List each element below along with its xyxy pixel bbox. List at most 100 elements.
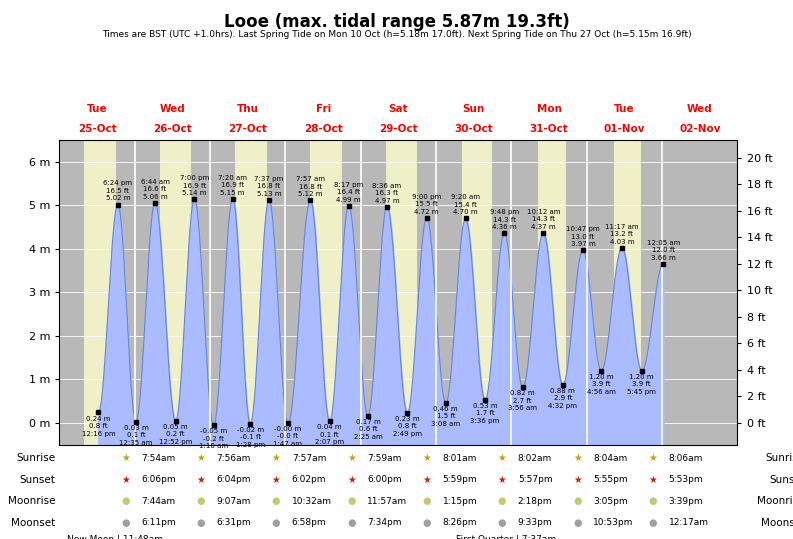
- Text: 7:20 am
16.9 ft
5.15 m: 7:20 am 16.9 ft 5.15 m: [218, 175, 247, 196]
- Text: ●: ●: [121, 496, 129, 506]
- Text: 9:20 am
15.4 ft
4.70 m: 9:20 am 15.4 ft 4.70 m: [451, 195, 480, 216]
- Text: ★: ★: [347, 475, 356, 485]
- Bar: [386, 140, 417, 445]
- Text: 6:24 pm
16.5 ft
5.02 m: 6:24 pm 16.5 ft 5.02 m: [103, 181, 132, 202]
- Text: 29-Oct: 29-Oct: [379, 123, 418, 134]
- Text: 0.23 m
0.8 ft
2:49 pm: 0.23 m 0.8 ft 2:49 pm: [393, 416, 422, 437]
- Text: 0.17 m
0.6 ft
2:25 am: 0.17 m 0.6 ft 2:25 am: [354, 419, 382, 440]
- Text: Wed: Wed: [159, 104, 186, 114]
- Text: 02-Nov: 02-Nov: [679, 123, 721, 134]
- Text: 9:33pm: 9:33pm: [518, 519, 553, 527]
- Text: Sunrise: Sunrise: [17, 453, 56, 463]
- Text: Wed: Wed: [687, 104, 713, 114]
- Text: ●: ●: [649, 496, 657, 506]
- Text: 0.24 m
0.8 ft
12:16 pm: 0.24 m 0.8 ft 12:16 pm: [82, 416, 115, 437]
- Text: 10:12 am
14.3 ft
4.37 m: 10:12 am 14.3 ft 4.37 m: [527, 209, 560, 230]
- Text: 9:48 pm
14.3 ft
4.36 m: 9:48 pm 14.3 ft 4.36 m: [490, 209, 519, 230]
- Text: 0.82 m
2.7 ft
3:56 am: 0.82 m 2.7 ft 3:56 am: [508, 390, 537, 411]
- Text: ★: ★: [573, 453, 582, 463]
- Text: ●: ●: [347, 518, 355, 528]
- Text: 6:04pm: 6:04pm: [216, 475, 251, 484]
- Text: ●: ●: [573, 496, 581, 506]
- Text: ●: ●: [649, 518, 657, 528]
- Text: ★: ★: [271, 475, 281, 485]
- Text: 11:57am: 11:57am: [367, 497, 408, 506]
- Text: 12:17am: 12:17am: [668, 519, 708, 527]
- Text: ●: ●: [498, 496, 506, 506]
- Text: Sunset: Sunset: [20, 475, 56, 485]
- Text: 6:44 am
16.6 ft
5.06 m: 6:44 am 16.6 ft 5.06 m: [140, 179, 170, 200]
- Text: 7:59am: 7:59am: [367, 454, 401, 462]
- Text: ●: ●: [423, 496, 431, 506]
- Text: 3:39pm: 3:39pm: [668, 497, 703, 506]
- Text: 0.05 m
0.2 ft
12:52 pm: 0.05 m 0.2 ft 12:52 pm: [159, 424, 193, 445]
- Text: 2:18pm: 2:18pm: [518, 497, 553, 506]
- Text: ★: ★: [497, 475, 507, 485]
- Text: 1.20 m
3.9 ft
4:56 am: 1.20 m 3.9 ft 4:56 am: [587, 374, 615, 395]
- Text: Thu: Thu: [237, 104, 259, 114]
- Text: ●: ●: [272, 518, 280, 528]
- Text: 5:57pm: 5:57pm: [518, 475, 553, 484]
- Text: 0.46 m
1.5 ft
3:08 am: 0.46 m 1.5 ft 3:08 am: [431, 406, 461, 427]
- Text: ★: ★: [271, 453, 281, 463]
- Text: ★: ★: [347, 453, 356, 463]
- Text: ●: ●: [121, 518, 129, 528]
- Text: 7:37 pm
16.8 ft
5.13 m: 7:37 pm 16.8 ft 5.13 m: [255, 176, 284, 197]
- Text: Tue: Tue: [614, 104, 635, 114]
- Text: 28-Oct: 28-Oct: [304, 123, 343, 134]
- Text: 9:07am: 9:07am: [216, 497, 251, 506]
- Text: 26-Oct: 26-Oct: [153, 123, 192, 134]
- Text: 01-Nov: 01-Nov: [603, 123, 646, 134]
- Text: ★: ★: [648, 475, 657, 485]
- Text: 12:05 am
12.0 ft
3.66 m: 12:05 am 12.0 ft 3.66 m: [647, 240, 680, 261]
- Text: 3:05pm: 3:05pm: [593, 497, 628, 506]
- Text: -0.02 m
-0.1 ft
1:28 pm: -0.02 m -0.1 ft 1:28 pm: [236, 427, 265, 448]
- Text: 7:54am: 7:54am: [141, 454, 175, 462]
- Text: 0.88 m
2.9 ft
4:32 pm: 0.88 m 2.9 ft 4:32 pm: [548, 388, 577, 409]
- Bar: [538, 140, 566, 445]
- Text: 5:59pm: 5:59pm: [442, 475, 477, 484]
- Text: ★: ★: [422, 475, 431, 485]
- Text: Looe (max. tidal range 5.87m 19.3ft): Looe (max. tidal range 5.87m 19.3ft): [224, 13, 569, 31]
- Text: 11:17 am
13.2 ft
4.03 m: 11:17 am 13.2 ft 4.03 m: [605, 224, 638, 245]
- Text: 8:36 am
16.3 ft
4.97 m: 8:36 am 16.3 ft 4.97 m: [373, 183, 401, 204]
- Text: Moonset: Moonset: [760, 518, 793, 528]
- Text: 0.03 m
0.1 ft
12:35 am: 0.03 m 0.1 ft 12:35 am: [119, 425, 152, 446]
- Text: ★: ★: [648, 453, 657, 463]
- Text: 8:01am: 8:01am: [442, 454, 477, 462]
- Text: 7:56am: 7:56am: [216, 454, 251, 462]
- Text: First Quarter | 7:37am: First Quarter | 7:37am: [456, 535, 556, 539]
- Text: 31-Oct: 31-Oct: [530, 123, 569, 134]
- Text: Sun: Sun: [462, 104, 485, 114]
- Text: 8:17 pm
16.4 ft
4.99 m: 8:17 pm 16.4 ft 4.99 m: [334, 182, 363, 203]
- Text: ★: ★: [196, 475, 205, 485]
- Text: 1.20 m
3.9 ft
5:45 pm: 1.20 m 3.9 ft 5:45 pm: [627, 374, 656, 395]
- Bar: [311, 140, 342, 445]
- Text: 10:32am: 10:32am: [292, 497, 331, 506]
- Text: 0.04 m
0.1 ft
2:07 pm: 0.04 m 0.1 ft 2:07 pm: [315, 424, 344, 445]
- Text: ★: ★: [121, 475, 130, 485]
- Text: 5:53pm: 5:53pm: [668, 475, 703, 484]
- Text: 9:00 pm
15.5 ft
4.72 m: 9:00 pm 15.5 ft 4.72 m: [412, 194, 442, 215]
- Bar: [614, 140, 642, 445]
- Text: New Moon | 11:48am: New Moon | 11:48am: [67, 535, 163, 539]
- Text: Moonset: Moonset: [11, 518, 56, 528]
- Text: ★: ★: [196, 453, 205, 463]
- Text: 10:47 pm
13.0 ft
3.97 m: 10:47 pm 13.0 ft 3.97 m: [566, 226, 600, 247]
- Text: 6:06pm: 6:06pm: [141, 475, 176, 484]
- Text: ★: ★: [497, 453, 507, 463]
- Text: Sat: Sat: [389, 104, 408, 114]
- Text: 8:26pm: 8:26pm: [442, 519, 477, 527]
- Text: ●: ●: [197, 518, 205, 528]
- Text: -0.05 m
-0.2 ft
1:10 am: -0.05 m -0.2 ft 1:10 am: [199, 428, 228, 449]
- Text: Tue: Tue: [86, 104, 108, 114]
- Text: 30-Oct: 30-Oct: [454, 123, 493, 134]
- Text: Fri: Fri: [316, 104, 331, 114]
- Text: 8:02am: 8:02am: [518, 454, 552, 462]
- Text: 7:00 pm
16.9 ft
5.14 m: 7:00 pm 16.9 ft 5.14 m: [180, 175, 209, 196]
- Text: ●: ●: [423, 518, 431, 528]
- Bar: [236, 140, 266, 445]
- Text: 5:55pm: 5:55pm: [593, 475, 628, 484]
- Text: 7:44am: 7:44am: [141, 497, 175, 506]
- Text: 6:31pm: 6:31pm: [216, 519, 251, 527]
